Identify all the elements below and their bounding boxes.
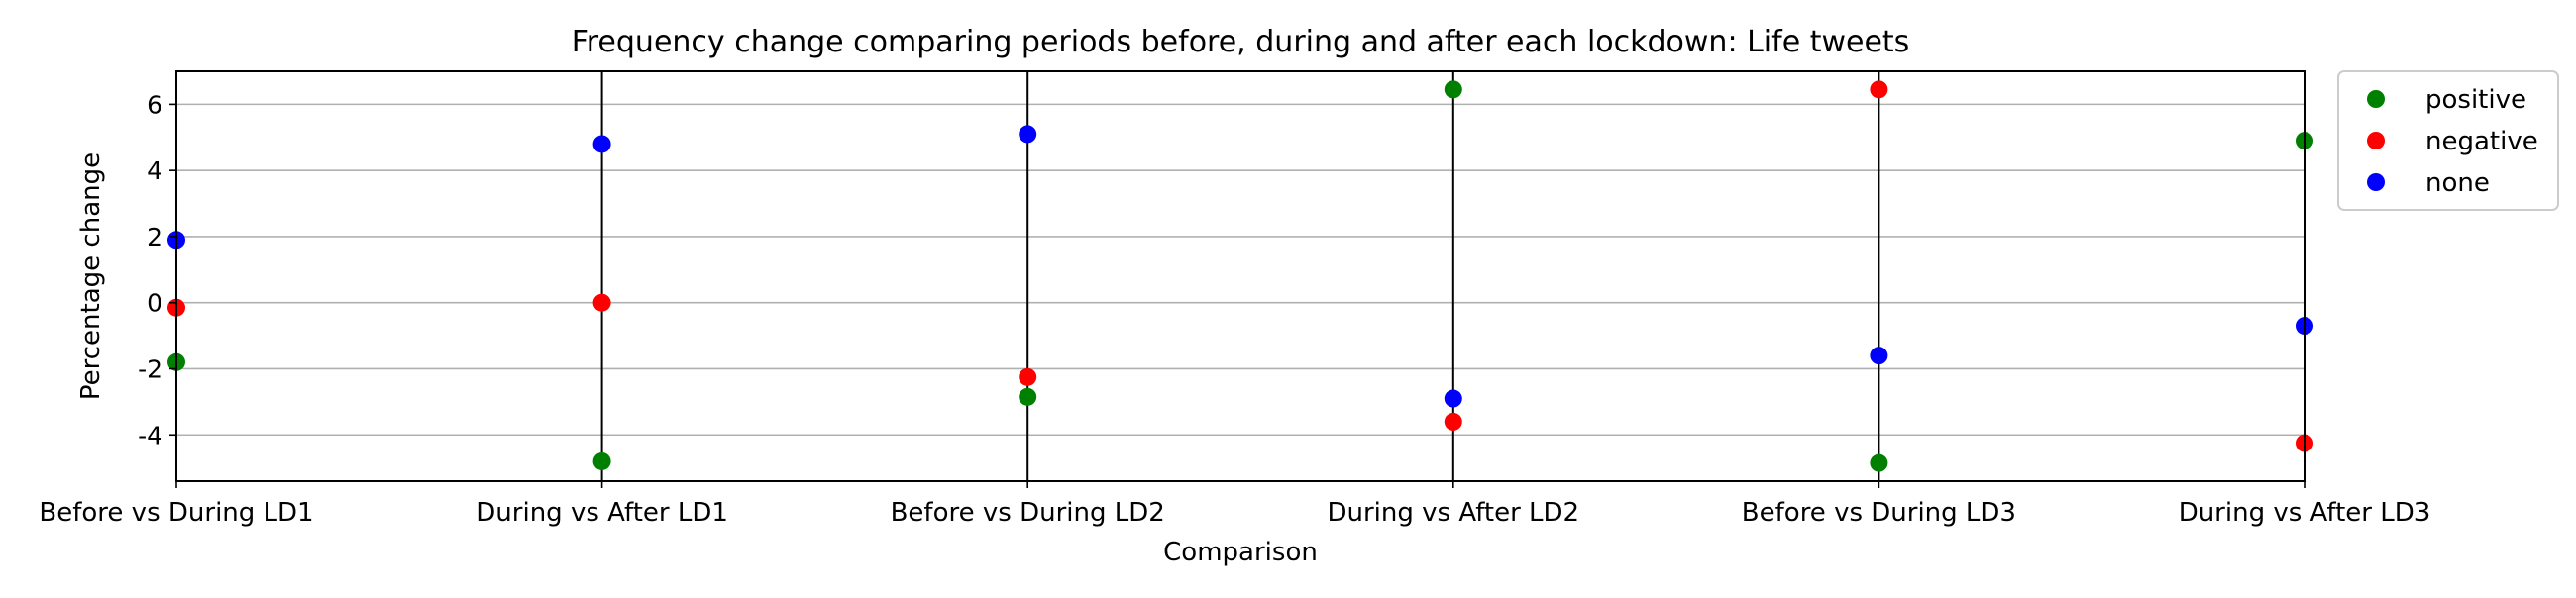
y-tick-label: 6: [147, 90, 162, 119]
grid-lines: [176, 103, 2305, 437]
x-tick-label: Before vs During LD1: [39, 498, 313, 528]
x-axis-label: Comparison: [1163, 538, 1318, 567]
data-point-positive: [1870, 453, 1888, 472]
legend-label: negative: [2425, 127, 2538, 156]
legend-marker-negative: [2367, 132, 2385, 150]
x-tick-label: During vs After LD3: [2179, 498, 2431, 528]
legend-marker-positive: [2367, 90, 2385, 108]
y-tick-label: 4: [147, 156, 162, 185]
data-point-negative: [1870, 80, 1888, 99]
data-point-negative: [1019, 367, 1037, 386]
legend: positive negative none: [2337, 70, 2559, 211]
x-tick-label: During vs After LD2: [1327, 498, 1579, 528]
chart-title: Frequency change comparing periods befor…: [572, 25, 1910, 59]
data-point-negative: [592, 293, 611, 312]
x-tick-label: Before vs During LD3: [1742, 498, 2016, 528]
data-point-none: [1444, 389, 1462, 408]
data-point-none: [1019, 125, 1037, 144]
x-tick-label: Before vs During LD2: [891, 498, 1165, 528]
data-point-none: [592, 135, 611, 153]
y-axis-label: Percentage change: [76, 152, 106, 400]
y-tick-label: -2: [138, 354, 162, 383]
data-point-none: [1870, 347, 1888, 365]
data-points: [167, 80, 2313, 472]
vertical-lines: [600, 71, 1880, 481]
legend-label: positive: [2425, 85, 2526, 115]
y-axis: -4 -2 0 2 4 6: [138, 90, 176, 449]
data-point-positive: [592, 451, 611, 470]
legend-label: none: [2425, 168, 2490, 198]
legend-box: [2337, 70, 2559, 211]
x-tick-label: During vs After LD1: [476, 498, 728, 528]
legend-marker-none: [2367, 173, 2385, 191]
plot-frame: [175, 70, 2306, 482]
y-tick-label: 0: [147, 289, 162, 318]
data-point-negative: [1444, 412, 1462, 431]
data-point-positive: [1019, 387, 1037, 406]
y-tick-label: -4: [138, 421, 162, 449]
x-axis: Before vs During LD1 During vs After LD1 B…: [39, 481, 2430, 528]
data-point-positive: [1444, 80, 1462, 99]
y-tick-label: 2: [147, 223, 162, 251]
